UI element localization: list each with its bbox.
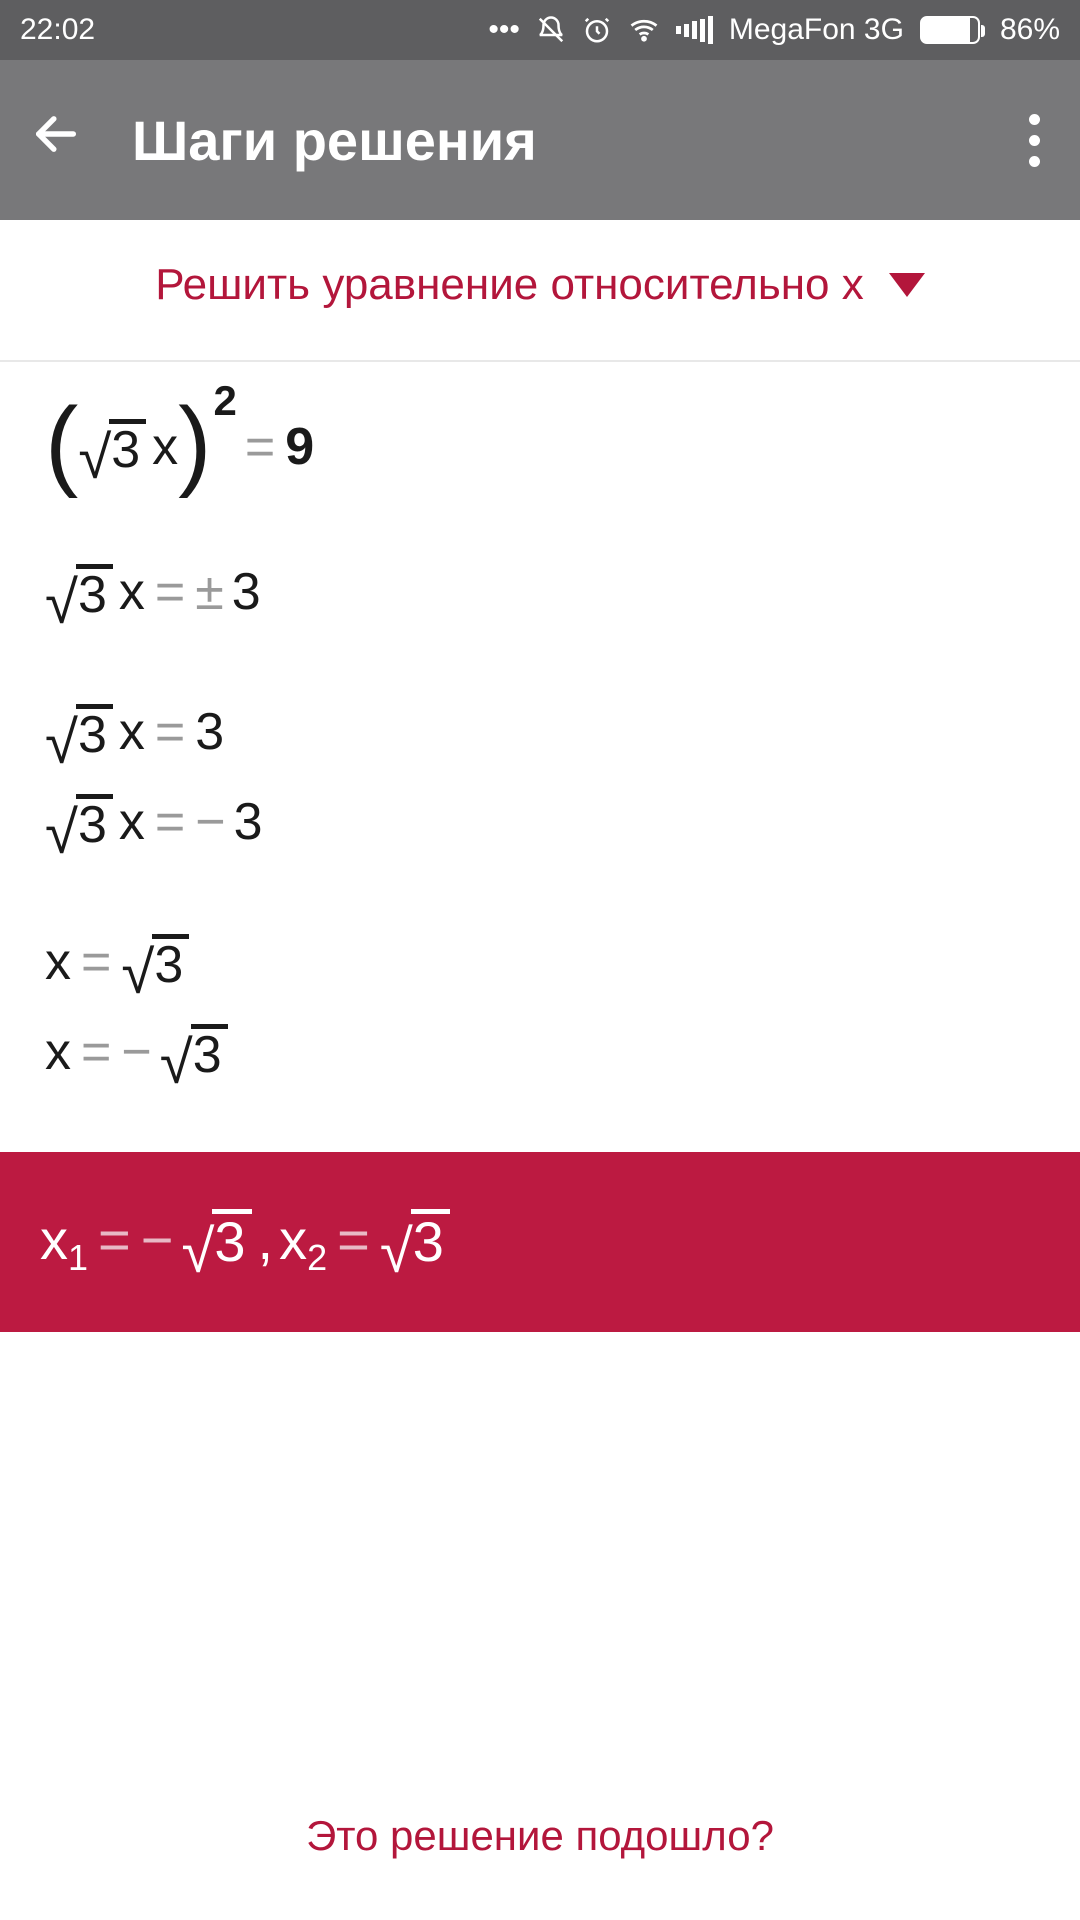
back-icon[interactable] [30,108,82,173]
answer-x2-sub: 2 [307,1237,327,1279]
step-6[interactable]: x = − √ 3 [45,1022,1035,1082]
battery-fill [922,18,970,42]
answer-x2-radicand: 3 [413,1210,444,1273]
step-5-var: x [45,932,71,992]
status-bar: 22:02 ••• MegaFon 3G 86% [0,0,1080,60]
step-2[interactable]: √ 3 x = ± 3 [45,562,1035,622]
wifi-icon [628,15,660,45]
step-2-radicand: 3 [78,566,107,624]
step-3[interactable]: √ 3 x = 3 [45,702,1035,762]
step-4-neg: − [195,792,225,852]
dropdown-label: Решить уравнение относительно x [155,260,864,310]
status-time: 22:02 [20,13,95,47]
answer-x1-sub: 1 [68,1237,88,1279]
solve-for-dropdown[interactable]: Решить уравнение относительно x [0,220,1080,362]
answer-eq2: = [337,1207,370,1272]
final-answer[interactable]: x 1 = − √ 3 , x 2 = √ 3 [0,1152,1080,1332]
answer-x2-var: x [279,1207,307,1272]
step-6-neg: − [121,1022,151,1082]
solution-steps: ( √ 3 x ) 2 = 9 √ 3 x = ± 3 √ 3 x = 3 √ [0,362,1080,1152]
more-icon: ••• [488,13,520,47]
chevron-down-icon [889,273,925,297]
step-6-radicand: 3 [193,1026,222,1084]
step-5-eq: = [81,932,111,992]
answer-x1-radicand: 3 [214,1210,245,1273]
step-1-rhs: 9 [285,417,314,477]
step-4-var: x [119,792,145,852]
step-2-pm: ± [195,562,224,622]
step-3-radicand: 3 [78,706,107,764]
step-2-eq: = [155,562,185,622]
overflow-menu-icon[interactable] [1019,104,1050,177]
step-3-var: x [119,702,145,762]
page-title: Шаги решения [132,108,1019,173]
carrier-label: MegaFon 3G [729,13,904,47]
step-3-eq: = [155,702,185,762]
answer-neg: − [141,1207,174,1272]
signal-icon [676,16,713,44]
step-6-eq: = [81,1022,111,1082]
answer-comma: , [258,1207,274,1272]
step-4-radicand: 3 [78,796,107,854]
battery-pct: 86% [1000,13,1060,47]
step-1-eq: = [245,417,275,477]
step-1-radicand: 3 [111,421,140,479]
step-6-var: x [45,1022,71,1082]
answer-x1-var: x [40,1207,68,1272]
step-4-rhs: 3 [234,792,263,852]
feedback-prompt[interactable]: Это решение подошло? [0,1812,1080,1860]
step-1[interactable]: ( √ 3 x ) 2 = 9 [45,412,1035,482]
step-1-var: x [152,417,178,477]
battery-icon [920,16,980,44]
status-right: ••• MegaFon 3G 86% [488,13,1060,47]
mute-icon [536,15,566,45]
step-2-rhs: 3 [232,562,261,622]
answer-eq1: = [98,1207,131,1272]
app-bar: Шаги решения [0,60,1080,220]
step-1-exp: 2 [213,377,236,425]
step-2-var: x [119,562,145,622]
step-5[interactable]: x = √ 3 [45,932,1035,992]
step-3-rhs: 3 [195,702,224,762]
step-4-eq: = [155,792,185,852]
step-5-radicand: 3 [154,936,183,994]
alarm-icon [582,15,612,45]
step-4[interactable]: √ 3 x = − 3 [45,792,1035,852]
